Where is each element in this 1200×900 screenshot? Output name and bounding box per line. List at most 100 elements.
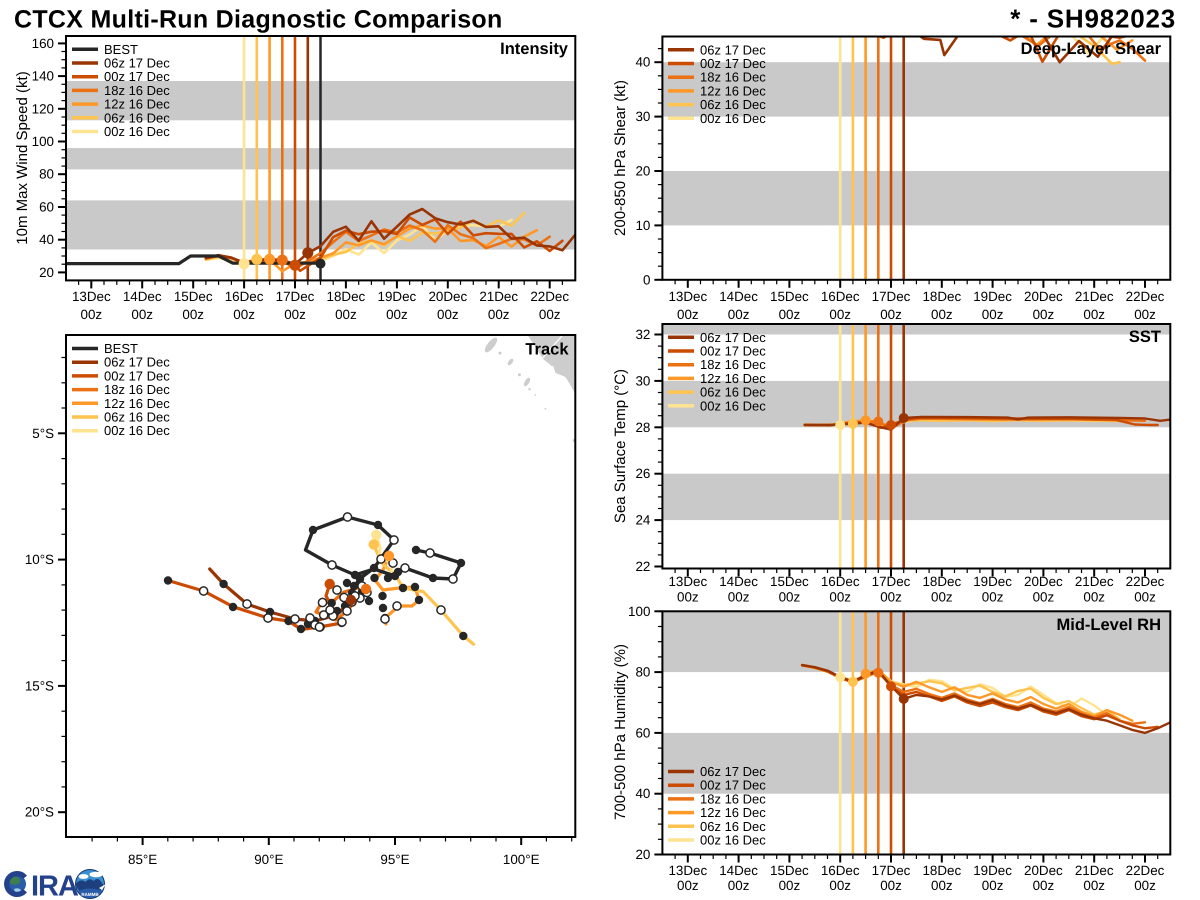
svg-text:00z: 00z <box>880 307 902 322</box>
svg-text:15Dec: 15Dec <box>770 574 809 589</box>
svg-text:00z: 00z <box>931 590 953 605</box>
svg-text:16Dec: 16Dec <box>821 289 860 304</box>
svg-text:06z 16 Dec: 06z 16 Dec <box>700 97 766 112</box>
svg-text:00z: 00z <box>131 307 153 322</box>
svg-text:06z 16 Dec: 06z 16 Dec <box>700 819 766 834</box>
svg-text:00z 16 Dec: 00z 16 Dec <box>104 124 170 139</box>
svg-text:00z 17 Dec: 00z 17 Dec <box>104 368 170 383</box>
svg-text:SST: SST <box>1129 328 1161 346</box>
svg-text:15Dec: 15Dec <box>770 863 809 878</box>
svg-text:5°S: 5°S <box>32 426 54 441</box>
svg-text:28: 28 <box>635 420 650 435</box>
svg-text:12z 16 Dec: 12z 16 Dec <box>700 83 766 98</box>
svg-text:20: 20 <box>635 847 650 862</box>
svg-text:14Dec: 14Dec <box>719 863 758 878</box>
svg-text:80: 80 <box>635 665 650 680</box>
svg-text:00z: 00z <box>728 878 750 893</box>
svg-text:00z: 00z <box>728 307 750 322</box>
svg-text:18z 16 Dec: 18z 16 Dec <box>700 70 766 85</box>
svg-text:00z: 00z <box>829 878 851 893</box>
svg-text:18Dec: 18Dec <box>327 289 366 304</box>
svg-text:21Dec: 21Dec <box>1075 289 1114 304</box>
svg-text:00z: 00z <box>1134 590 1156 605</box>
svg-text:00z 17 Dec: 00z 17 Dec <box>700 778 766 793</box>
svg-text:15Dec: 15Dec <box>174 289 213 304</box>
svg-text:06z 17 Dec: 06z 17 Dec <box>104 56 170 71</box>
svg-text:19Dec: 19Dec <box>973 863 1012 878</box>
svg-text:00z: 00z <box>386 307 408 322</box>
svg-text:40: 40 <box>635 786 650 801</box>
svg-text:17Dec: 17Dec <box>872 863 911 878</box>
svg-text:10m Max Wind Speed (kt): 10m Max Wind Speed (kt) <box>14 71 31 244</box>
svg-text:60: 60 <box>39 200 54 215</box>
svg-text:17Dec: 17Dec <box>276 289 315 304</box>
svg-text:00z: 00z <box>284 307 306 322</box>
svg-text:00z: 00z <box>1134 878 1156 893</box>
svg-text:00z: 00z <box>437 307 459 322</box>
svg-text:17Dec: 17Dec <box>872 289 911 304</box>
svg-text:00z 16 Dec: 00z 16 Dec <box>700 398 766 413</box>
svg-text:Mid-Level RH: Mid-Level RH <box>1056 616 1161 634</box>
svg-text:18z 16 Dec: 18z 16 Dec <box>700 791 766 806</box>
svg-text:20: 20 <box>39 265 54 280</box>
svg-text:19Dec: 19Dec <box>973 289 1012 304</box>
svg-text:18Dec: 18Dec <box>922 289 961 304</box>
svg-text:13Dec: 13Dec <box>668 863 707 878</box>
svg-text:Track: Track <box>525 341 569 359</box>
svg-text:12z 16 Dec: 12z 16 Dec <box>104 97 170 112</box>
svg-text:18Dec: 18Dec <box>922 574 961 589</box>
svg-text:140: 140 <box>32 69 54 84</box>
svg-text:00z 17 Dec: 00z 17 Dec <box>104 69 170 84</box>
svg-text:80: 80 <box>39 167 54 182</box>
svg-text:06z 17 Dec: 06z 17 Dec <box>104 355 170 370</box>
svg-text:22Dec: 22Dec <box>1126 574 1165 589</box>
svg-text:06z 17 Dec: 06z 17 Dec <box>700 330 766 345</box>
svg-text:22Dec: 22Dec <box>1126 289 1165 304</box>
svg-text:CTCX Multi-Run Diagnostic Comp: CTCX Multi-Run Diagnostic Comparison <box>14 6 503 34</box>
svg-text:16Dec: 16Dec <box>821 863 860 878</box>
svg-text:15Dec: 15Dec <box>770 289 809 304</box>
svg-text:160: 160 <box>32 36 54 51</box>
svg-text:30: 30 <box>635 373 650 388</box>
svg-text:00z: 00z <box>982 878 1004 893</box>
svg-text:00z: 00z <box>728 590 750 605</box>
svg-text:100: 100 <box>628 604 650 619</box>
svg-text:00z: 00z <box>982 590 1004 605</box>
svg-text:00z: 00z <box>233 307 255 322</box>
svg-text:Sea Surface Temp (°C): Sea Surface Temp (°C) <box>612 369 629 523</box>
svg-text:26: 26 <box>635 466 650 481</box>
svg-text:00z: 00z <box>182 307 204 322</box>
svg-text:95°E: 95°E <box>380 852 409 867</box>
svg-text:21Dec: 21Dec <box>1075 863 1114 878</box>
svg-text:13Dec: 13Dec <box>72 289 111 304</box>
svg-text:00z: 00z <box>335 307 357 322</box>
svg-text:16Dec: 16Dec <box>821 574 860 589</box>
svg-text:00z: 00z <box>829 590 851 605</box>
svg-text:21Dec: 21Dec <box>1075 574 1114 589</box>
svg-text:00z 17 Dec: 00z 17 Dec <box>700 56 766 71</box>
svg-text:18z 16 Dec: 18z 16 Dec <box>104 83 170 98</box>
svg-text:20Dec: 20Dec <box>1024 863 1063 878</box>
svg-text:60: 60 <box>635 725 650 740</box>
svg-text:14Dec: 14Dec <box>123 289 162 304</box>
svg-text:22Dec: 22Dec <box>530 289 569 304</box>
svg-text:12z 16 Dec: 12z 16 Dec <box>104 396 170 411</box>
svg-text:20Dec: 20Dec <box>1024 574 1063 589</box>
svg-text:18z 16 Dec: 18z 16 Dec <box>104 382 170 397</box>
svg-text:00z: 00z <box>779 307 801 322</box>
svg-text:* - SH982023: * - SH982023 <box>1010 4 1176 34</box>
svg-text:90°E: 90°E <box>254 852 283 867</box>
svg-text:20Dec: 20Dec <box>428 289 467 304</box>
svg-text:00z 16 Dec: 00z 16 Dec <box>104 423 170 438</box>
svg-text:00z 16 Dec: 00z 16 Dec <box>700 833 766 848</box>
svg-text:15°S: 15°S <box>25 678 54 693</box>
svg-text:40: 40 <box>635 55 650 70</box>
svg-text:00z 16 Dec: 00z 16 Dec <box>700 111 766 126</box>
svg-text:00z: 00z <box>1083 307 1105 322</box>
svg-text:00z: 00z <box>829 307 851 322</box>
svg-text:00z 17 Dec: 00z 17 Dec <box>700 344 766 359</box>
svg-text:BEST: BEST <box>104 42 138 57</box>
svg-text:17Dec: 17Dec <box>872 574 911 589</box>
svg-text:700-500 hPa Humidity (%): 700-500 hPa Humidity (%) <box>612 644 629 820</box>
svg-text:00z: 00z <box>1083 590 1105 605</box>
